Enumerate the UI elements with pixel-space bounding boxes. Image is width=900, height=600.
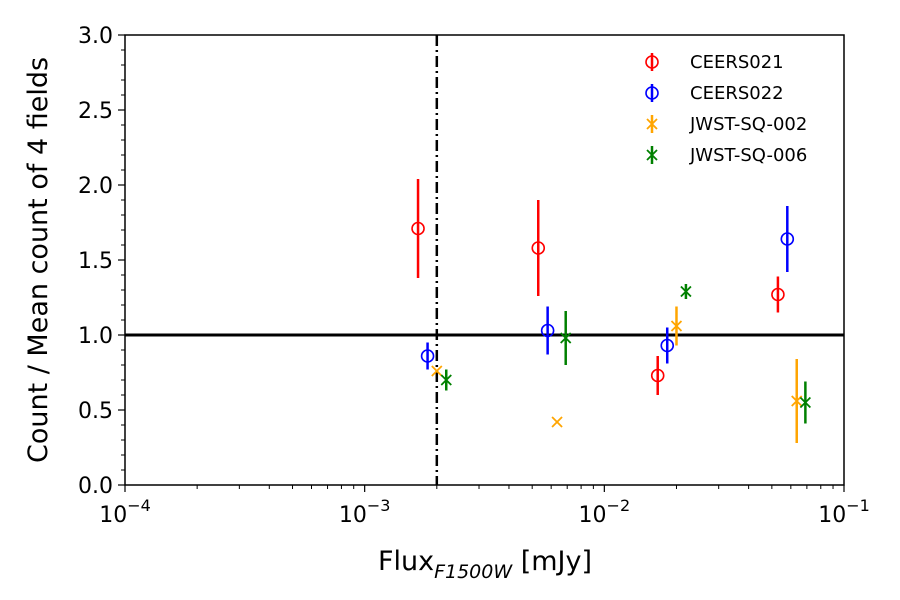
data-point bbox=[540, 323, 555, 338]
x-marker-stroke bbox=[551, 416, 563, 428]
x-marker-stroke bbox=[791, 395, 803, 407]
data-point bbox=[780, 232, 795, 246]
x-tick-labels: 10−4 10−3 10−2 10−1 bbox=[99, 496, 870, 528]
series-jwst-sq-006 bbox=[440, 284, 812, 424]
y-tick-label: 0.0 bbox=[78, 474, 113, 499]
legend-item-jwst-sq-006: JWST-SQ-006 bbox=[646, 145, 807, 166]
legend-label: JWST-SQ-006 bbox=[689, 145, 807, 166]
x-marker-stroke bbox=[799, 396, 812, 409]
data-point bbox=[551, 416, 563, 428]
y-tick-label: 0.5 bbox=[78, 399, 113, 424]
x-marker-stroke bbox=[431, 365, 443, 377]
y-tick-labels: 0.0 0.5 1.0 1.5 2.0 2.5 3.0 bbox=[78, 24, 113, 499]
legend-marker bbox=[646, 118, 658, 130]
x-marker-stroke bbox=[670, 320, 683, 332]
data-point bbox=[670, 320, 683, 332]
data-point bbox=[431, 365, 443, 377]
data-point bbox=[799, 396, 812, 409]
legend-marker bbox=[646, 149, 658, 161]
data-point bbox=[440, 374, 452, 386]
x-tick-label: 10−2 bbox=[579, 496, 631, 528]
y-tick-label: 1.0 bbox=[78, 324, 113, 349]
y-tick-label: 2.5 bbox=[78, 99, 113, 124]
data-point bbox=[791, 395, 803, 407]
y-tick-label: 2.0 bbox=[78, 174, 113, 199]
major-ticks bbox=[118, 34, 845, 492]
x-marker-stroke bbox=[440, 374, 452, 386]
legend-item-ceers021: CEERS021 bbox=[645, 52, 784, 73]
x-tick-label: 10−4 bbox=[99, 496, 151, 528]
y-tick-label: 1.5 bbox=[78, 249, 113, 274]
x-axis-label-main: Flux bbox=[378, 546, 434, 577]
x-axis-label-subscript: F1500W bbox=[434, 561, 513, 583]
data-point bbox=[650, 368, 665, 383]
legend-label: CEERS021 bbox=[690, 52, 784, 73]
x-tick-label: 10−3 bbox=[339, 496, 391, 528]
data-point bbox=[531, 241, 546, 255]
y-axis-label: Count / Mean count of 4 fields bbox=[23, 57, 54, 463]
data-point bbox=[771, 287, 785, 302]
series-ceers021 bbox=[411, 179, 785, 395]
data-point bbox=[411, 221, 425, 236]
y-tick-label: 3.0 bbox=[78, 24, 113, 49]
data-point bbox=[680, 285, 692, 298]
legend-item-ceers022: CEERS022 bbox=[645, 83, 784, 104]
x-marker-stroke bbox=[560, 332, 572, 344]
data-point bbox=[560, 332, 572, 344]
x-axis-label: FluxF1500W [mJy] bbox=[378, 546, 592, 583]
x-marker-stroke bbox=[646, 149, 658, 161]
legend-label: CEERS022 bbox=[690, 83, 784, 104]
x-axis-label-unit: [mJy] bbox=[512, 546, 592, 577]
x-marker-stroke bbox=[680, 285, 692, 298]
series-ceers022 bbox=[420, 206, 795, 370]
x-marker-stroke bbox=[646, 118, 658, 130]
legend-marker bbox=[645, 55, 659, 69]
legend-item-jwst-sq-002: JWST-SQ-002 bbox=[646, 114, 807, 135]
series-jwst-sq-002 bbox=[431, 306, 803, 443]
minor-ticks bbox=[121, 34, 834, 489]
legend-label: JWST-SQ-002 bbox=[689, 114, 807, 135]
data-point bbox=[660, 338, 675, 353]
data-point bbox=[420, 349, 435, 363]
reference-lines bbox=[125, 35, 844, 485]
x-tick-label: 10−1 bbox=[818, 496, 870, 528]
series-layer bbox=[411, 179, 812, 443]
legend: CEERS021 CEERS022 JWST-SQ-002 JWST-SQ-006 bbox=[645, 52, 807, 166]
legend-marker bbox=[645, 86, 659, 100]
